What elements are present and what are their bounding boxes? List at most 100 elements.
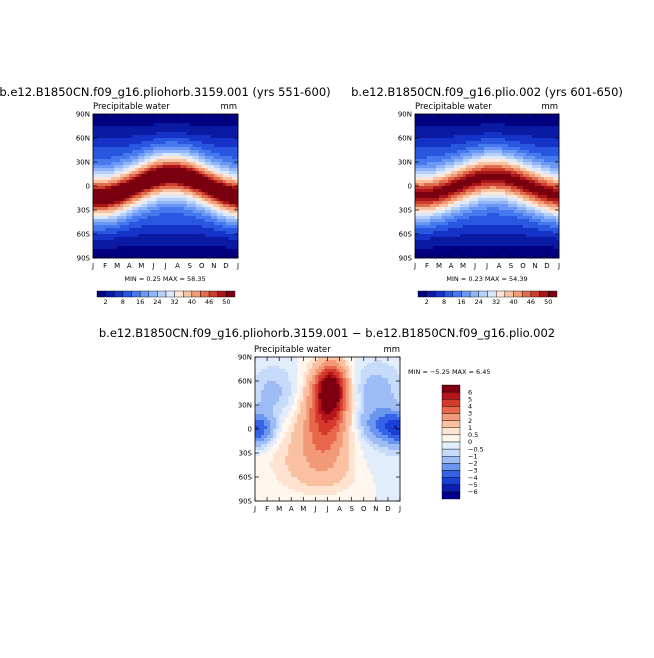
heatmap-cell (457, 126, 460, 129)
heatmap-cell (535, 129, 538, 132)
heatmap-cell (150, 168, 153, 171)
heatmap-cell (199, 204, 202, 207)
heatmap-cell (484, 141, 487, 144)
heatmap-cell (457, 156, 460, 159)
heatmap-cell (129, 195, 132, 198)
heatmap-cell (478, 234, 481, 237)
heatmap-cell (135, 243, 138, 246)
heatmap-cell (144, 219, 147, 222)
heatmap-cell (553, 210, 556, 213)
heatmap-cell (421, 207, 424, 210)
heatmap-cell (478, 168, 481, 171)
heatmap-cell (184, 204, 187, 207)
heatmap-cell (205, 204, 208, 207)
heatmap-cell (481, 216, 484, 219)
heatmap-cell (430, 219, 433, 222)
heatmap-cell (478, 171, 481, 174)
heatmap-cell (126, 219, 129, 222)
heatmap-cell (472, 165, 475, 168)
colorbar-swatch (149, 291, 158, 297)
heatmap-cell (436, 138, 439, 141)
heatmap-cell (102, 177, 105, 180)
heatmap-cell (484, 219, 487, 222)
heatmap-cell (469, 195, 472, 198)
heatmap-cell (493, 192, 496, 195)
heatmap-cell (258, 444, 261, 447)
heatmap-cell (184, 207, 187, 210)
heatmap-cell (502, 153, 505, 156)
heatmap-cell (99, 171, 102, 174)
heatmap-cell (415, 180, 418, 183)
heatmap-cell (493, 189, 496, 192)
heatmap-cell (535, 114, 538, 117)
heatmap-cell (117, 138, 120, 141)
heatmap-cell (229, 243, 232, 246)
heatmap-cell (202, 159, 205, 162)
heatmap-cell (421, 114, 424, 117)
heatmap-cell (123, 252, 126, 255)
heatmap-cell (553, 189, 556, 192)
heatmap-cell (415, 153, 418, 156)
heatmap-cell (105, 225, 108, 228)
heatmap-cell (93, 195, 96, 198)
heatmap-cell (169, 117, 172, 120)
heatmap-cell (264, 399, 267, 402)
heatmap-cell (178, 186, 181, 189)
heatmap-cell (478, 159, 481, 162)
heatmap-cell (138, 165, 141, 168)
heatmap-cell (208, 213, 211, 216)
heatmap-cell (514, 180, 517, 183)
heatmap-cell (499, 159, 502, 162)
heatmap-cell (523, 231, 526, 234)
heatmap-cell (526, 234, 529, 237)
heatmap-cell (138, 147, 141, 150)
heatmap-cell (114, 198, 117, 201)
heatmap-cell (427, 147, 430, 150)
heatmap-cell (202, 180, 205, 183)
heatmap-cell (96, 150, 99, 153)
heatmap-cell (451, 117, 454, 120)
heatmap-cell (496, 240, 499, 243)
heatmap-cell (424, 135, 427, 138)
heatmap-cell (147, 156, 150, 159)
heatmap-cell (172, 120, 175, 123)
heatmap-cell (478, 252, 481, 255)
heatmap-cell (147, 120, 150, 123)
heatmap-cell (129, 159, 132, 162)
heatmap-cell (172, 150, 175, 153)
heatmap-cell (442, 252, 445, 255)
heatmap-cell (481, 249, 484, 252)
heatmap-cell (418, 204, 421, 207)
heatmap-cell (550, 186, 553, 189)
heatmap-cell (553, 225, 556, 228)
colorbar-swatch (479, 291, 488, 297)
heatmap-cell (418, 240, 421, 243)
heatmap-cell (532, 240, 535, 243)
heatmap-cell (202, 147, 205, 150)
heatmap-cell (436, 177, 439, 180)
heatmap-cell (255, 444, 258, 447)
colorbar-swatch (183, 291, 192, 297)
heatmap-cell (439, 117, 442, 120)
heatmap-cell (517, 207, 520, 210)
heatmap-cell (217, 213, 220, 216)
heatmap-cell (159, 249, 162, 252)
heatmap-cell (460, 189, 463, 192)
heatmap-cell (547, 201, 550, 204)
heatmap-cell (505, 204, 508, 207)
heatmap-cell (141, 234, 144, 237)
heatmap-cell (430, 165, 433, 168)
heatmap-cell (508, 231, 511, 234)
heatmap-cell (108, 180, 111, 183)
heatmap-cell (538, 249, 541, 252)
heatmap-cell (445, 156, 448, 159)
heatmap-cell (514, 237, 517, 240)
heatmap-cell (111, 129, 114, 132)
heatmap-cell (138, 126, 141, 129)
heatmap-cell (261, 489, 264, 492)
heatmap-cell (229, 183, 232, 186)
heatmap-cell (108, 123, 111, 126)
heatmap-cell (114, 156, 117, 159)
heatmap-cell (421, 219, 424, 222)
heatmap-cell (111, 219, 114, 222)
